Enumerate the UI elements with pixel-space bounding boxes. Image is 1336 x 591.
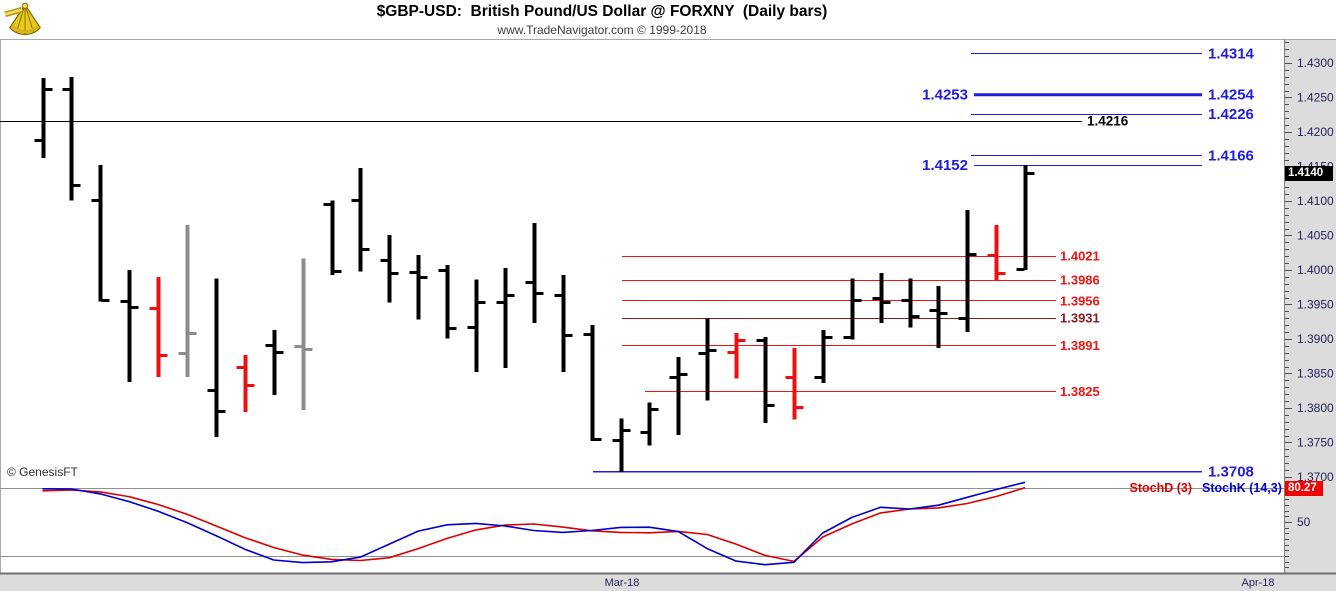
- price-level-label: 1.3708: [1208, 463, 1254, 480]
- price-level-label: 1.3825: [1060, 384, 1100, 399]
- ohlc-bar: [756, 336, 775, 424]
- ohlc-bar: [62, 76, 81, 201]
- price-level-label: 1.4216: [1087, 113, 1129, 128]
- ohlc-bar: [351, 167, 370, 272]
- ohlc-bar: [525, 223, 544, 324]
- stoch-k-legend-label: StochK (14,3): [1202, 481, 1282, 495]
- chart-subtitle: www.TradeNavigator.com © 1999-2018: [497, 23, 707, 37]
- ohlc-bar: [294, 258, 313, 411]
- ohlc-bar: [958, 209, 977, 333]
- stoch-d-legend-label: StochD (3): [1129, 481, 1193, 495]
- ohlc-bar: [698, 318, 717, 401]
- price-level-label: 1.4152: [922, 157, 968, 174]
- price-axis-tick-label: 1.3800: [1297, 401, 1334, 415]
- ohlc-bar: [901, 278, 920, 328]
- price-level-label: 1.4226: [1208, 106, 1254, 123]
- ohlc-bar: [814, 330, 833, 384]
- price-level-label: 1.3891: [1060, 338, 1100, 353]
- ohlc-bar: [207, 278, 226, 437]
- stoch-value-badge: 80.27: [1285, 481, 1323, 496]
- ohlc-bar: [496, 267, 515, 368]
- ohlc-bar: [583, 325, 602, 442]
- price-axis-tick-label: 1.3850: [1297, 367, 1334, 381]
- ohlc-bar: [467, 279, 486, 373]
- price-axis-tick-label: 1.4100: [1297, 194, 1334, 208]
- ohlc-bar: [149, 276, 168, 377]
- price-level-label: 1.4254: [1208, 87, 1255, 104]
- ohlc-bar: [178, 225, 197, 377]
- price-axis-tick-label: 1.4000: [1297, 263, 1334, 277]
- price-axis-tick-label: 1.3950: [1297, 298, 1334, 312]
- ohlc-bar: [34, 78, 53, 159]
- ohlc-bar: [438, 265, 457, 339]
- ohlc-bar: [872, 272, 891, 324]
- ohlc-bar: [91, 165, 110, 302]
- price-axis-tick-label: 1.3750: [1297, 436, 1334, 450]
- genesis-sextant-logo-icon: [2, 1, 48, 41]
- ohlc-bar: [323, 200, 342, 275]
- date-axis-strip[interactable]: [0, 573, 1336, 591]
- ohlc-bar: [987, 225, 1006, 281]
- price-level-label: 1.4314: [1208, 45, 1255, 62]
- ohlc-bar: [120, 270, 139, 382]
- ohlc-bar: [669, 356, 688, 435]
- price-axis-tick-label: 1.3700: [1297, 470, 1334, 484]
- date-label: Mar-18: [605, 577, 640, 589]
- chart-title: $GBP-USD: British Pound/US Dollar @ FORX…: [376, 3, 828, 20]
- ohlc-bar: [843, 278, 862, 340]
- ohlc-bar: [612, 418, 631, 473]
- genesisft-watermark: © GenesisFT: [7, 465, 78, 479]
- price-level-label: 1.4166: [1208, 147, 1254, 164]
- price-axis-tick-label: 1.4050: [1297, 229, 1334, 243]
- ohlc-bar: [265, 330, 284, 395]
- ohlc-bar: [785, 347, 804, 420]
- stoch-axis-tick-label: 50: [1297, 515, 1311, 529]
- ohlc-bar: [236, 354, 255, 413]
- ohlc-bar: [929, 285, 948, 348]
- date-label: Apr-18: [1241, 577, 1274, 589]
- stoch-k-line: [42, 481, 1026, 566]
- ohlc-bar: [409, 254, 428, 320]
- price-axis-tick-label: 1.4300: [1297, 56, 1334, 70]
- price-level-label: 1.3956: [1060, 293, 1100, 308]
- ohlc-bar: [640, 402, 659, 446]
- stoch-d-line: [42, 486, 1026, 563]
- price-level-label: 1.4021: [1060, 249, 1100, 264]
- ohlc-bar: [554, 274, 573, 373]
- price-level-label: 1.3986: [1060, 273, 1100, 288]
- last-price-badge: 1.4140: [1285, 166, 1333, 181]
- ohlc-bar: [380, 234, 399, 303]
- price-level-label: 1.3931: [1060, 311, 1100, 326]
- price-axis-tick-label: 1.4250: [1297, 91, 1334, 105]
- price-axis-tick-label: 1.4200: [1297, 125, 1334, 139]
- price-level-label: 1.4253: [922, 87, 968, 104]
- ohlc-bar: [727, 332, 746, 379]
- ohlc-bar: [1016, 165, 1035, 271]
- price-axis-tick-label: 1.3900: [1297, 332, 1334, 346]
